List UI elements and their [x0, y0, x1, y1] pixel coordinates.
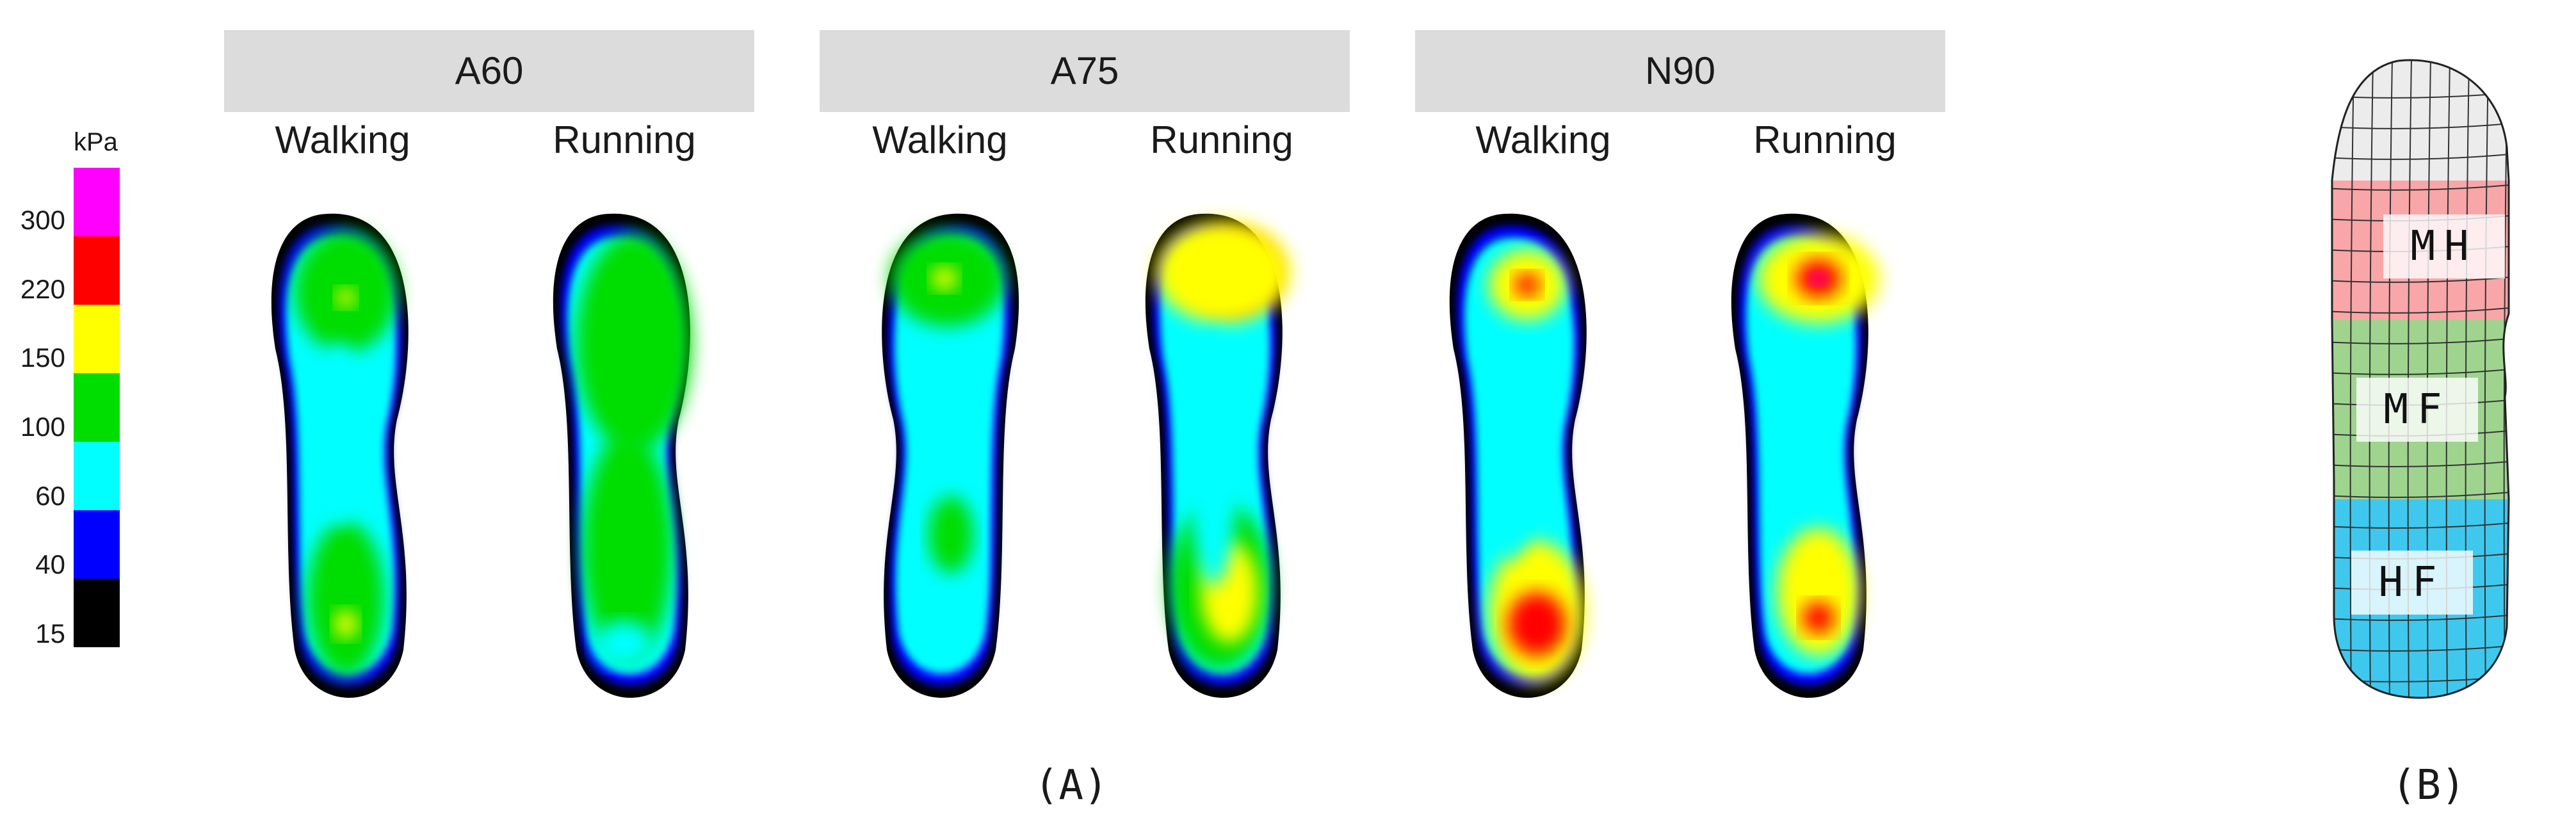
- colorbar-band: [74, 373, 120, 442]
- colorbar-band: [74, 579, 120, 647]
- group-header-a60: [224, 30, 754, 112]
- colorbar-band: [74, 510, 120, 579]
- pressure-footprints: [271, 213, 1879, 698]
- condition-label: Walking: [275, 118, 410, 161]
- colorbar-tick: 40: [35, 549, 65, 579]
- colorbar-tick: 150: [20, 342, 65, 373]
- footprint-6: [1731, 213, 1879, 698]
- condition-label: Running: [553, 118, 696, 161]
- colorbar: [74, 168, 120, 648]
- group-title-a60: A60: [455, 49, 524, 92]
- colorbar-band: [74, 168, 120, 236]
- insole-outline: [2331, 59, 2510, 699]
- footprint-1: [271, 213, 409, 698]
- colorbar-unit: kPa: [74, 128, 118, 156]
- insole-grid: [2332, 60, 2509, 698]
- region-label-mh: MH: [2383, 214, 2505, 278]
- panel-label-b: (B): [2392, 762, 2466, 809]
- panel-label-a: (A): [1034, 762, 1108, 809]
- colorbar-tick: 100: [20, 412, 65, 442]
- colorbar-tick: 300: [20, 205, 65, 235]
- colorbar-band: [74, 442, 120, 510]
- region-label-mf: MF: [2356, 378, 2478, 442]
- condition-label: Running: [1753, 118, 1897, 161]
- condition-label: Running: [1150, 118, 1293, 161]
- condition-label: Walking: [1475, 118, 1611, 161]
- colorbar-band: [74, 305, 120, 373]
- footprint-5: [1449, 213, 1587, 698]
- footprint-3: [882, 213, 1019, 698]
- colorbar-tick: 15: [35, 618, 65, 649]
- group-header-n90: [1415, 30, 1945, 112]
- group-header-a75: [820, 30, 1350, 112]
- group-title-n90: N90: [1644, 49, 1716, 92]
- footprint-2: [553, 213, 692, 698]
- group-title-a75: A75: [1050, 49, 1119, 92]
- colorbar-band: [74, 236, 120, 305]
- footprint-4: [1145, 213, 1290, 698]
- colorbar-tick: 220: [20, 274, 65, 304]
- condition-label: Walking: [872, 118, 1008, 161]
- colorbar-tick: 60: [35, 481, 65, 511]
- region-label-hf: HF: [2351, 551, 2473, 615]
